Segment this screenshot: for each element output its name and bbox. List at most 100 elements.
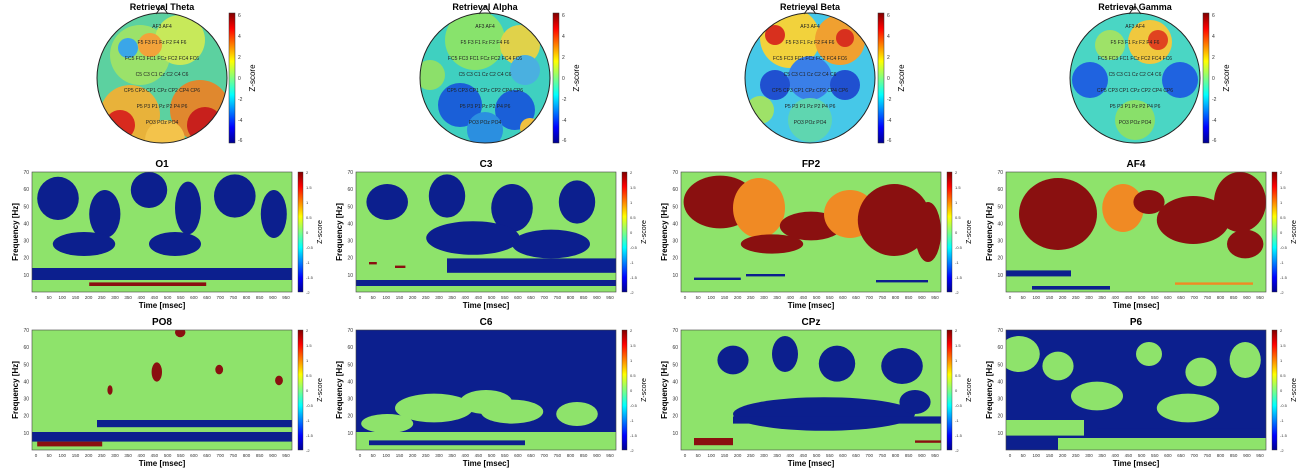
y-tick-label: 50 (997, 204, 1003, 210)
x-tick-label: 0 (1009, 295, 1012, 300)
heatmap-cluster (260, 190, 287, 238)
x-tick-label: 350 (773, 453, 781, 458)
y-tick-label: 50 (672, 204, 678, 210)
heatmap-cluster (818, 345, 856, 382)
heatmap-band (37, 441, 103, 447)
heatmap-cluster (1227, 229, 1264, 259)
x-tick-label: 300 (760, 453, 768, 458)
colorbar-tick-label: 1 (955, 200, 958, 205)
heatmap-cluster (366, 184, 409, 220)
heatmap-band (97, 420, 292, 428)
y-tick-label: 60 (347, 187, 353, 193)
svg-text:C5 C3 C1 Cz C2 C4 C6: C5 C3 C1 Cz C2 C4 C6 (784, 72, 837, 78)
colorbar-tick-label: 0 (955, 230, 958, 235)
colorbar-tick-label: 0.5 (1280, 215, 1286, 220)
x-tick-label: 300 (1085, 295, 1093, 300)
y-tick-label: 60 (23, 187, 29, 193)
x-tick-label: 600 (1164, 295, 1172, 300)
y-tick-label: 20 (23, 256, 29, 262)
colorbar-tick-label: 1.5 (955, 185, 961, 190)
colorbar (946, 329, 953, 451)
x-axis-label: Time [msec] (139, 301, 186, 310)
x-tick-label: 250 (1072, 295, 1080, 300)
svg-text:2: 2 (887, 55, 890, 61)
x-tick-label: 750 (1204, 453, 1212, 458)
x-tick-label: 250 (1072, 453, 1080, 458)
svg-text:PO3 POz PO4: PO3 POz PO4 (794, 120, 827, 126)
heatmap-cluster (275, 375, 283, 386)
y-tick-label: 40 (672, 221, 678, 227)
x-tick-label: 200 (734, 295, 742, 300)
x-tick-label: 850 (1230, 295, 1238, 300)
x-tick-label: 0 (35, 453, 38, 458)
y-tick-label: 40 (672, 379, 678, 385)
y-tick-label: 30 (23, 239, 29, 245)
svg-text:2: 2 (238, 55, 241, 61)
y-tick-label: 10 (997, 431, 1003, 437)
x-tick-label: 600 (190, 453, 198, 458)
x-tick-label: 200 (734, 453, 742, 458)
y-tick-label: 60 (672, 187, 678, 193)
x-tick-label: 850 (905, 295, 913, 300)
colorbar-tick-label: -1.5 (306, 433, 314, 438)
svg-text:-6: -6 (887, 138, 892, 144)
svg-text:-4: -4 (1212, 118, 1217, 124)
colorbar-tick-label: -1 (1280, 418, 1284, 423)
x-tick-label: 50 (371, 453, 377, 458)
heatmap-cluster (428, 174, 466, 218)
colorbar-label: Z-score (1222, 64, 1231, 92)
x-tick-label: 350 (1098, 295, 1106, 300)
x-tick-label: 250 (747, 453, 755, 458)
heatmap-band (1058, 438, 1266, 450)
x-tick-label: 0 (359, 453, 362, 458)
x-tick-label: 350 (1098, 453, 1106, 458)
svg-text:FC5 FC3 FC1 FCz FC2 FC4 FC6: FC5 FC3 FC1 FCz FC2 FC4 FC6 (1098, 56, 1172, 62)
x-tick-label: 900 (1243, 453, 1251, 458)
y-axis-label: Frequency [Hz] (335, 203, 344, 261)
x-tick-label: 750 (879, 295, 887, 300)
x-tick-label: 550 (501, 453, 509, 458)
heatmap-band (876, 280, 928, 283)
colorbar-tick-label: -1 (306, 260, 310, 265)
svg-text:-2: -2 (238, 97, 243, 103)
svg-text:C5 C3 C1 Cz C2 C4 C6: C5 C3 C1 Cz C2 C4 C6 (1109, 72, 1162, 78)
y-tick-label: 40 (23, 221, 29, 227)
heatmap-cluster (149, 232, 201, 256)
x-tick-label: 900 (269, 453, 277, 458)
svg-text:6: 6 (887, 13, 890, 19)
heatmap-cluster (717, 345, 749, 375)
y-tick-label: 10 (997, 273, 1003, 279)
x-tick-label: 350 (124, 295, 132, 300)
colorbar-label: Z-score (572, 64, 581, 92)
heatmap-cluster (556, 402, 598, 426)
x-tick-label: 200 (409, 295, 417, 300)
plot-frame (355, 329, 617, 451)
y-tick-label: 40 (347, 379, 353, 385)
x-tick-label: 700 (1190, 453, 1198, 458)
colorbar-label: Z-score (641, 220, 648, 244)
y-axis-label: Frequency [Hz] (985, 361, 994, 419)
x-tick-label: 0 (35, 295, 38, 300)
svg-text:-6: -6 (562, 138, 567, 144)
x-tick-label: 500 (1138, 453, 1146, 458)
x-tick-label: 150 (721, 453, 729, 458)
x-tick-label: 550 (501, 295, 509, 300)
heatmap-cluster (733, 178, 785, 238)
x-tick-label: 450 (151, 295, 159, 300)
svg-text:-4: -4 (887, 118, 892, 124)
heatmap-band (694, 277, 741, 280)
colorbar-label: Z-score (966, 378, 973, 402)
colorbar-tick-label: 1.5 (955, 343, 961, 348)
x-tick-label: 0 (684, 453, 687, 458)
heatmap-cluster (558, 180, 596, 224)
heatmap-cluster (37, 176, 79, 220)
spectrogram-heatmap (32, 172, 292, 292)
colorbar-tick-label: -1 (955, 260, 959, 265)
colorbar-ticks: 6 4 2 0 -2 -4 -6 (238, 13, 243, 144)
x-tick-label: 400 (1112, 295, 1120, 300)
y-axis-label: Frequency [Hz] (11, 203, 20, 261)
